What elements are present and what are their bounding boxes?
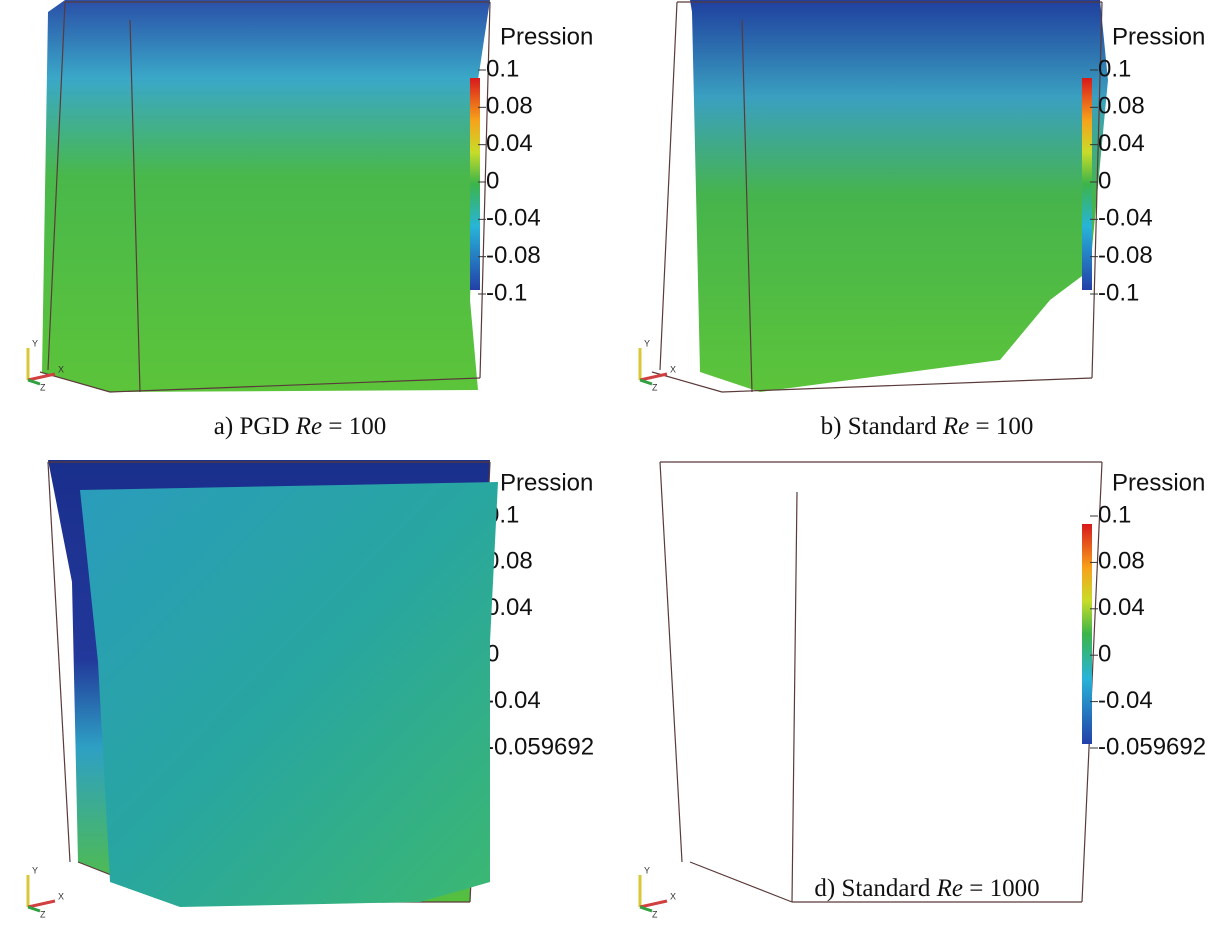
triad-z — [27, 378, 41, 386]
cube-edge — [659, 1, 678, 371]
colorbar-tick-label: 0.08 — [1098, 548, 1145, 575]
caption-symbol: Re — [942, 413, 969, 440]
triad-label: X — [670, 364, 676, 374]
caption-label: d) Standard — [814, 875, 930, 902]
caption: a) PGD Re = 100 — [214, 413, 386, 440]
triad-x — [27, 899, 56, 909]
colorbar-tick-label: -0.04 — [486, 687, 541, 714]
triad-label: Z — [40, 909, 46, 919]
triad-label: X — [670, 891, 676, 901]
triad-z — [27, 905, 41, 913]
caption-label: a) PGD — [214, 413, 290, 440]
panel: Pression 0.1 0.08 0.04 0 -0.04 -0.059692 Y X Zd) … — [80, 461, 1206, 919]
cube-edge — [659, 461, 683, 863]
cube-edge — [47, 1, 66, 371]
colorbar-tick-label: 0 — [1098, 167, 1111, 194]
colorbar-tick-label: -0.1 — [1098, 279, 1139, 306]
colorbar-tick-label: -0.04 — [1098, 687, 1153, 714]
triad-z — [639, 378, 653, 386]
cube-edge — [479, 1, 491, 379]
panel: Pression 0.1 0.08 0.04 0 -0.04 -0.08 -0.1 Y X Za) … — [26, 0, 593, 440]
cube-edge — [109, 377, 481, 393]
triad-x — [27, 372, 56, 382]
colorbar-tick-label: -0.059692 — [486, 733, 594, 760]
colorbar-tick-label: 0.04 — [1098, 130, 1145, 157]
triad-label: Y — [32, 338, 38, 348]
triad-label: Z — [652, 382, 658, 392]
caption-relation: = 1000 — [969, 875, 1039, 902]
caption: b) Standard Re = 100 — [821, 413, 1034, 440]
colorbar-title: Pression — [500, 469, 593, 496]
caption-relation: = 100 — [975, 413, 1033, 440]
triad-label: X — [58, 364, 64, 374]
rendering — [42, 0, 490, 392]
cube-edge — [741, 19, 753, 393]
colorbar-tick-label: -0.08 — [486, 242, 541, 269]
panel: Pression 0.1 0.08 0.04 0 -0.04 -0.08 -0.1 Y X Zb) … — [638, 0, 1205, 440]
colorbar — [1082, 78, 1092, 290]
triad-x — [639, 899, 668, 909]
cube-edge — [1091, 1, 1103, 379]
triad-label: Y — [644, 865, 650, 875]
caption-label: b) Standard — [821, 413, 937, 440]
caption-symbol: Re — [936, 875, 963, 902]
triad-z — [639, 905, 653, 913]
cube-edge — [47, 461, 71, 863]
colorbar-tick-label: -0.08 — [1098, 242, 1153, 269]
triad-label: Y — [644, 338, 650, 348]
cube-edge — [721, 377, 1093, 393]
colorbar-tick-label: 0.1 — [486, 55, 519, 82]
colorbar — [470, 78, 480, 290]
colorbar-tick-label: 0.08 — [486, 93, 533, 120]
colorbar-tick-label: 0.1 — [1098, 55, 1131, 82]
triad-label: Y — [32, 865, 38, 875]
colorbar-tick-label: 0 — [486, 167, 499, 194]
colorbar-tick-label: 0 — [1098, 641, 1111, 668]
colorbar-tick-label: -0.04 — [486, 205, 541, 232]
caption-symbol: Re — [295, 413, 322, 440]
cube-edge — [689, 861, 793, 903]
triad-label: Z — [40, 382, 46, 392]
triad-label: Z — [652, 909, 658, 919]
rendering — [80, 482, 498, 907]
rendering — [690, 0, 1108, 392]
colorbar-tick-label: 0.04 — [486, 130, 533, 157]
cube-edge — [791, 491, 798, 903]
caption-relation: = 100 — [328, 413, 386, 440]
colorbar-title: Pression — [1112, 23, 1205, 50]
colorbar-title: Pression — [1112, 469, 1205, 496]
colorbar-tick-label: 0.04 — [1098, 594, 1145, 621]
colorbar-tick-label: 0.04 — [486, 594, 533, 621]
triad-x — [639, 372, 668, 382]
colorbar-tick-label: -0.04 — [1098, 205, 1153, 232]
caption: d) Standard Re = 1000 — [814, 875, 1039, 902]
cube-edge — [129, 19, 141, 393]
triad-label: X — [58, 891, 64, 901]
colorbar — [1082, 524, 1092, 744]
colorbar-tick-label: 0.1 — [1098, 501, 1131, 528]
colorbar-title: Pression — [500, 23, 593, 50]
colorbar-tick-label: 0.08 — [1098, 93, 1145, 120]
colorbar-tick-label: -0.1 — [486, 279, 527, 306]
colorbar-tick-label: -0.059692 — [1098, 733, 1206, 760]
